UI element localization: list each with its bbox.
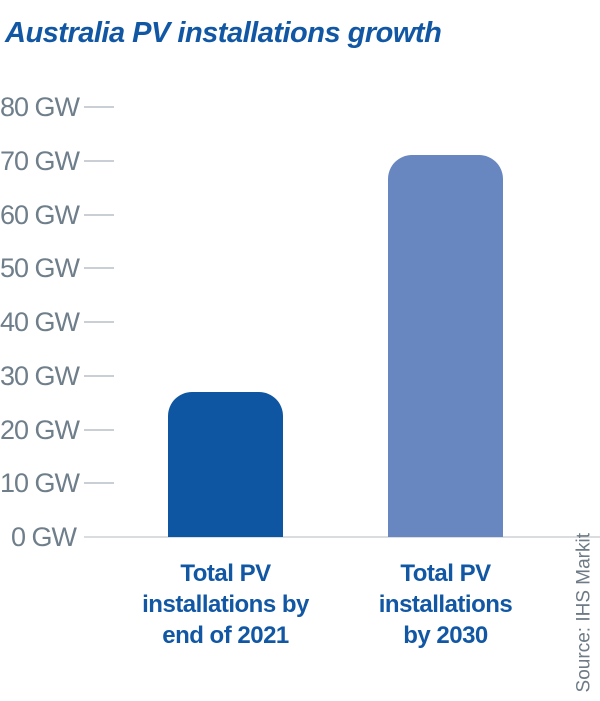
y-axis-tick-label: 70 GW	[0, 145, 80, 176]
y-axis-tick-label: 10 GW	[0, 468, 80, 499]
category-label: Total PV installations by 2030	[378, 560, 513, 649]
y-axis-tick-mark	[84, 267, 114, 270]
y-axis-tick-mark	[84, 428, 114, 431]
y-axis-tick-mark	[84, 213, 114, 216]
category-label: Total PV installations by end of 2021	[142, 560, 309, 649]
y-axis-tick-label: 40 GW	[0, 307, 80, 337]
chart-title: Australia PV installations growth	[5, 17, 442, 49]
bar-by-2030	[388, 155, 503, 537]
source-attribution: Source: IHS Markit	[573, 533, 594, 693]
y-axis-tick-mark	[84, 106, 114, 108]
y-axis-tick-mark	[84, 374, 114, 377]
y-axis-tick-label: 50 GW	[0, 253, 80, 284]
y-axis-tick-mark	[84, 482, 114, 485]
bar-end-of-2021	[168, 391, 283, 537]
y-axis-tick-label: 80 GW	[0, 92, 80, 122]
y-axis-tick-mark	[84, 321, 114, 323]
y-axis-tick-label: 0 GW	[10, 522, 77, 552]
y-axis-tick-label: 30 GW	[0, 360, 80, 391]
y-axis-tick-label: 20 GW	[0, 414, 80, 445]
x-axis-baseline	[84, 536, 600, 538]
y-axis-tick-label: 60 GW	[0, 199, 80, 230]
y-axis-tick-mark	[84, 159, 114, 162]
